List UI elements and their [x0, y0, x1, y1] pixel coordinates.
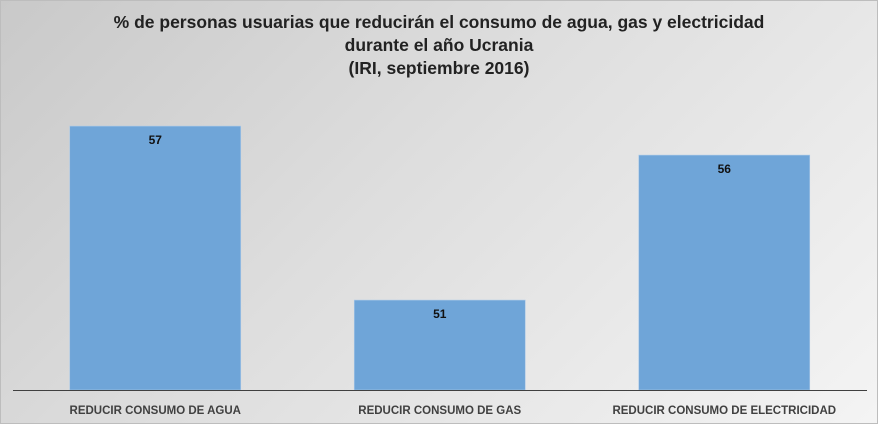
title-line-3: (IRI, septiembre 2016)	[348, 58, 530, 78]
bar-2	[353, 299, 526, 391]
data-label-2: 51	[433, 307, 447, 321]
category-label-2: REDUCIR CONSUMO DE GAS	[358, 405, 521, 417]
bar-3	[638, 154, 811, 391]
data-label-1: 57	[149, 133, 163, 147]
chart-title: % de personas usuarias que reducirán el …	[1, 11, 877, 80]
bar-1	[69, 125, 242, 391]
category-label-3: REDUCIR CONSUMO DE ELECTRICIDAD	[612, 405, 836, 417]
title-line-1: % de personas usuarias que reducirán el …	[113, 12, 765, 32]
category-label-1: REDUCIR CONSUMO DE AGUA	[70, 405, 241, 417]
title-line-2: durante el año Ucrania	[344, 35, 534, 55]
data-label-3: 56	[718, 162, 732, 176]
